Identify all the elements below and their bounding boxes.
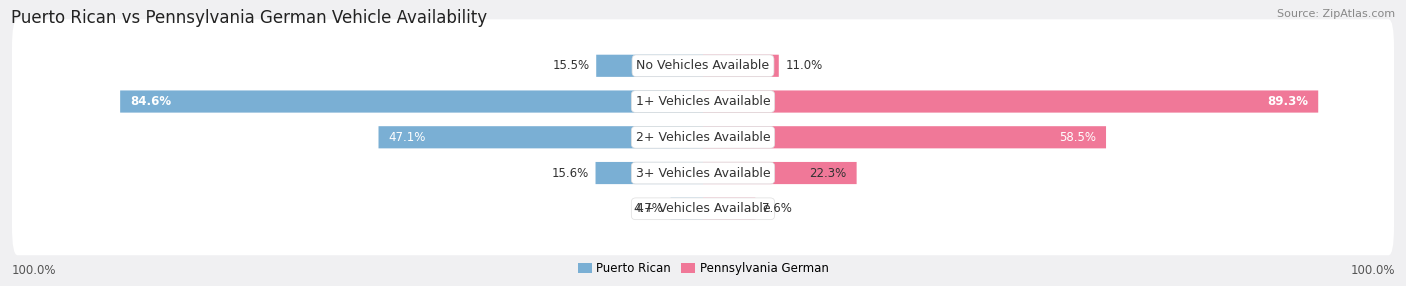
FancyBboxPatch shape — [703, 126, 1107, 148]
Text: 22.3%: 22.3% — [808, 166, 846, 180]
FancyBboxPatch shape — [596, 162, 703, 184]
FancyBboxPatch shape — [671, 198, 703, 220]
Text: 11.0%: 11.0% — [786, 59, 823, 72]
Text: 4.7%: 4.7% — [634, 202, 664, 215]
FancyBboxPatch shape — [703, 162, 856, 184]
Text: 7.6%: 7.6% — [762, 202, 792, 215]
FancyBboxPatch shape — [13, 19, 1393, 112]
Text: No Vehicles Available: No Vehicles Available — [637, 59, 769, 72]
Text: 1+ Vehicles Available: 1+ Vehicles Available — [636, 95, 770, 108]
FancyBboxPatch shape — [13, 91, 1393, 184]
Text: Puerto Rican vs Pennsylvania German Vehicle Availability: Puerto Rican vs Pennsylvania German Vehi… — [11, 9, 488, 27]
Text: 58.5%: 58.5% — [1059, 131, 1095, 144]
Text: 100.0%: 100.0% — [1350, 265, 1395, 277]
Text: Source: ZipAtlas.com: Source: ZipAtlas.com — [1277, 9, 1395, 19]
FancyBboxPatch shape — [378, 126, 703, 148]
Text: 2+ Vehicles Available: 2+ Vehicles Available — [636, 131, 770, 144]
FancyBboxPatch shape — [703, 55, 779, 77]
Text: 47.1%: 47.1% — [389, 131, 426, 144]
FancyBboxPatch shape — [13, 126, 1393, 220]
Text: 100.0%: 100.0% — [11, 265, 56, 277]
Text: 3+ Vehicles Available: 3+ Vehicles Available — [636, 166, 770, 180]
Text: 15.6%: 15.6% — [551, 166, 589, 180]
FancyBboxPatch shape — [120, 90, 703, 113]
FancyBboxPatch shape — [703, 198, 755, 220]
Text: 84.6%: 84.6% — [131, 95, 172, 108]
Legend: Puerto Rican, Pennsylvania German: Puerto Rican, Pennsylvania German — [572, 258, 834, 280]
Text: 89.3%: 89.3% — [1267, 95, 1308, 108]
FancyBboxPatch shape — [703, 90, 1319, 113]
FancyBboxPatch shape — [13, 55, 1393, 148]
Text: 4+ Vehicles Available: 4+ Vehicles Available — [636, 202, 770, 215]
FancyBboxPatch shape — [13, 162, 1393, 255]
FancyBboxPatch shape — [596, 55, 703, 77]
Text: 15.5%: 15.5% — [553, 59, 589, 72]
